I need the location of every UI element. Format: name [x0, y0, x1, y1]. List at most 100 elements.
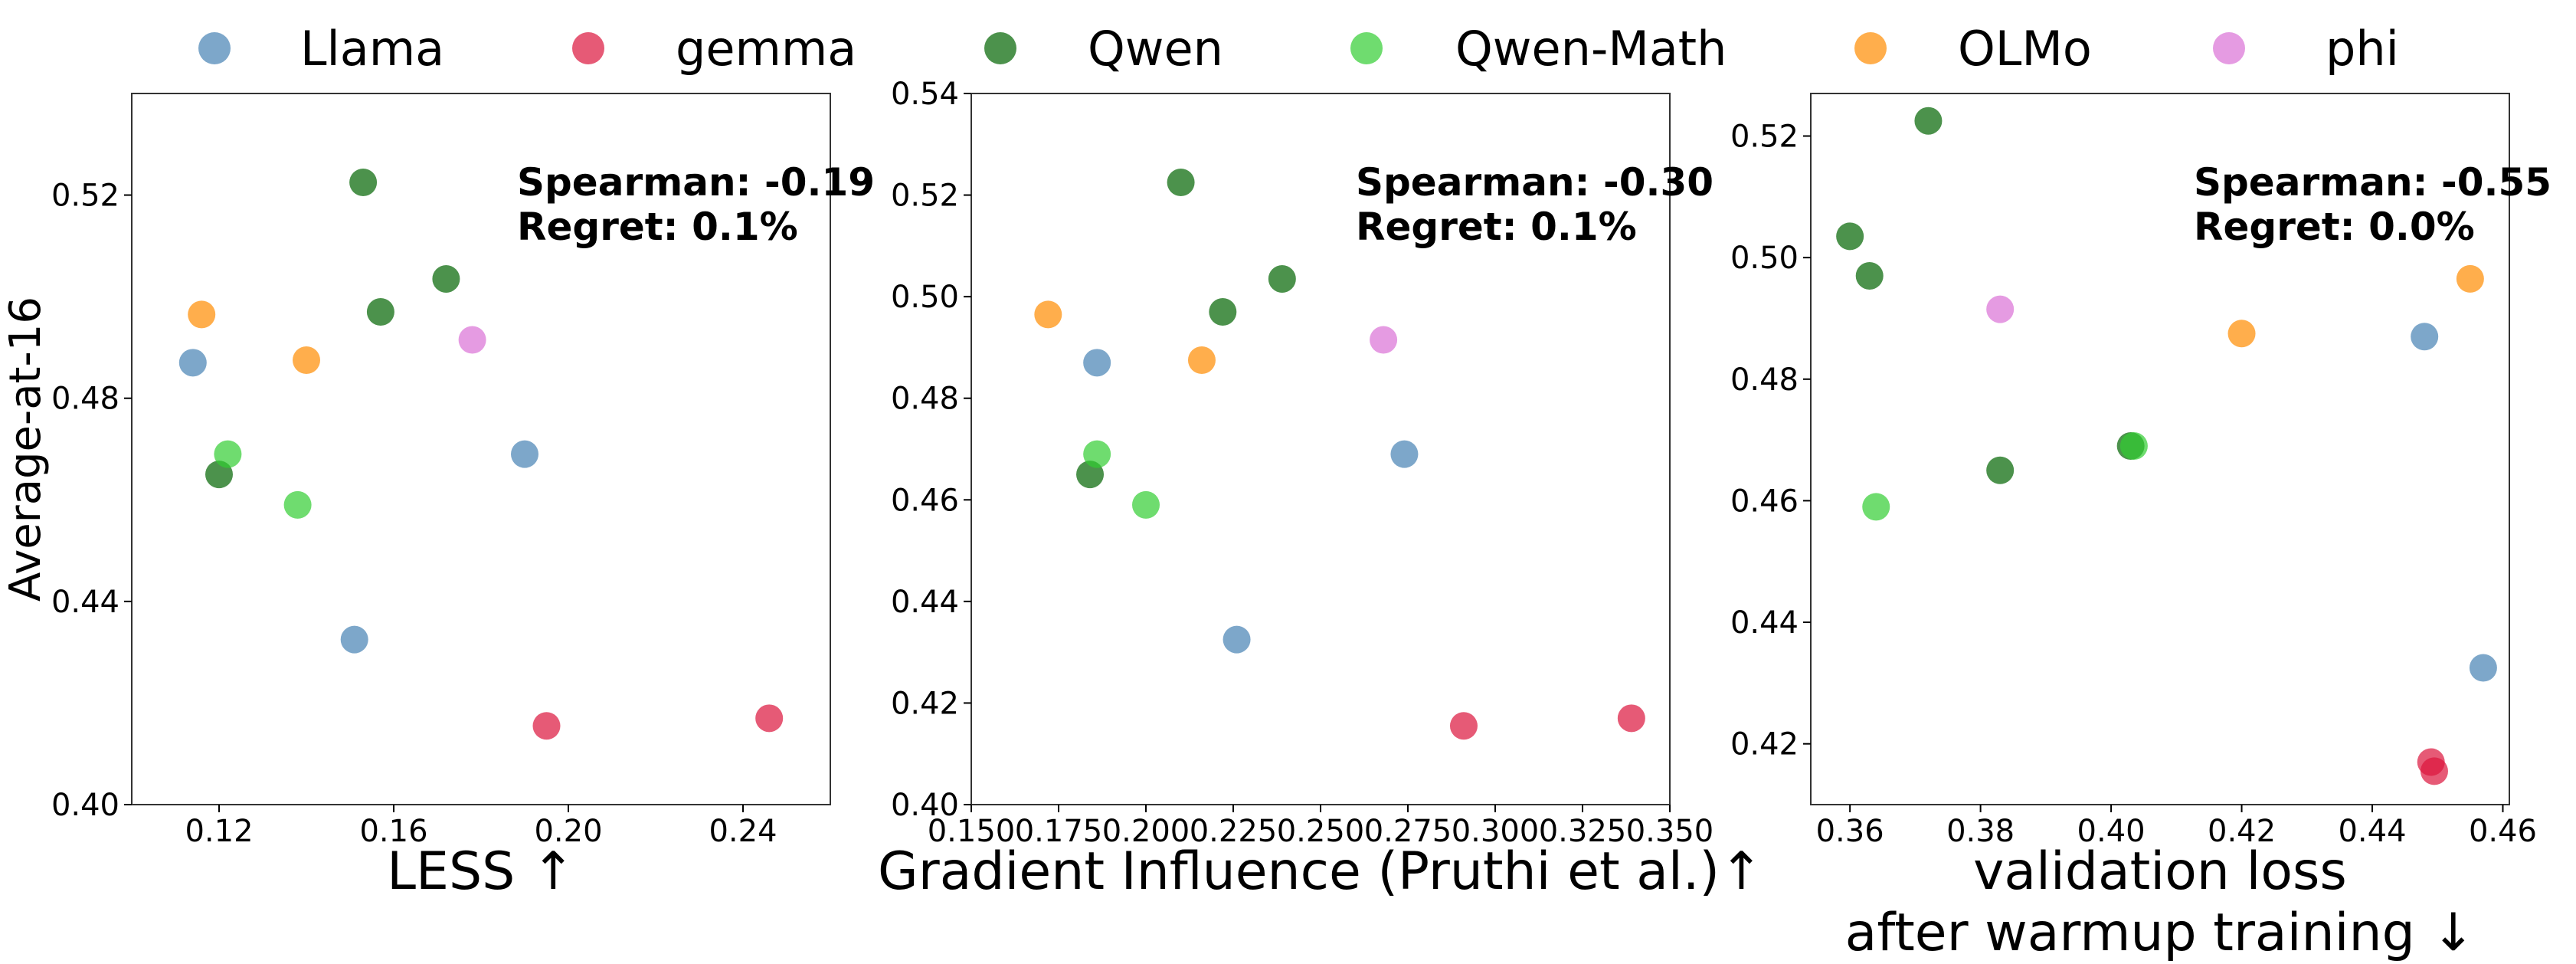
x-tick-label: 0.175: [1015, 814, 1103, 849]
series-qwen: [205, 169, 460, 489]
x-tick-label: 0.16: [359, 814, 427, 849]
series-llama: [1083, 349, 1419, 654]
data-point: [1855, 261, 1884, 290]
legend-item-qwen-math: Qwen-Math: [1350, 21, 1727, 77]
data-point: [2456, 264, 2484, 293]
series-qwen: [1076, 169, 1296, 489]
y-tick-label: 0.46: [1730, 484, 1799, 519]
data-point: [1083, 349, 1111, 377]
y-tick-label: 0.52: [891, 179, 959, 214]
legend-item-qwen: Qwen: [984, 21, 1223, 77]
data-point: [532, 712, 561, 740]
legend-marker: [572, 32, 604, 64]
x-tick-label: 0.350: [1626, 814, 1714, 849]
scatter-panel-1: 0.12 0.16 0.20 0.24 0.40 0.44 0.48 0.52 LESS ↑ Av…: [1, 93, 875, 902]
data-point: [2227, 320, 2256, 348]
x-tick-label: 0.275: [1364, 814, 1452, 849]
data-point: [1167, 169, 1195, 196]
data-point: [1986, 295, 2015, 323]
data-point: [1034, 300, 1062, 329]
legend-label: Qwen-Math: [1455, 21, 1727, 77]
x-tick-label: 0.200: [1102, 814, 1190, 849]
series-gemma: [1449, 704, 1645, 740]
y-tick-label: 0.48: [1730, 362, 1799, 398]
y-tick-label: 0.40: [891, 788, 959, 823]
data-point: [1914, 107, 1943, 135]
data-point: [366, 298, 394, 326]
y-tick-label: 0.52: [51, 179, 119, 214]
data-point: [283, 490, 312, 519]
legend: Llama gemma Qwen Qwen-Math OLMo phi: [198, 21, 2399, 77]
series-gemma: [532, 704, 784, 740]
legend-marker: [2213, 32, 2245, 64]
y-axis-label: Average-at-16: [1, 297, 51, 602]
y-tick-label: 0.42: [1730, 727, 1799, 762]
regret-annotation: Regret: 0.1%: [1356, 205, 1637, 249]
data-point: [2119, 432, 2148, 461]
series-llama: [178, 349, 538, 654]
series-qwen-math: [214, 440, 312, 519]
x-axis-label: validation loss after warmup training ↓: [1845, 841, 2476, 963]
x-tick-label: 0.38: [1946, 814, 2015, 849]
x-tick-label: 0.250: [1277, 814, 1365, 849]
data-point: [1268, 264, 1296, 293]
y-tick-label: 0.54: [891, 77, 959, 112]
legend-item-phi: phi: [2213, 21, 2399, 77]
data-point: [2420, 757, 2448, 785]
scatter-panels: 0.12 0.16 0.20 0.24 0.40 0.44 0.48 0.52 LESS ↑ Av…: [1, 77, 2551, 963]
x-axis-label: LESS ↑: [387, 841, 575, 902]
x-tick-label: 0.12: [185, 814, 253, 849]
series-phi: [1986, 295, 2015, 323]
legend-label: Llama: [300, 21, 444, 77]
data-point: [1223, 625, 1251, 654]
data-point: [1986, 456, 2015, 484]
y-tick-label: 0.44: [51, 585, 119, 620]
y-tick-label: 0.50: [891, 280, 959, 315]
data-point: [755, 704, 784, 733]
x-tick-label: 0.300: [1452, 814, 1540, 849]
legend-item-olmo: OLMo: [1854, 21, 2092, 77]
data-point: [340, 625, 368, 654]
regret-annotation: Regret: 0.0%: [2194, 205, 2475, 249]
legend-label: Qwen: [1088, 21, 1223, 77]
data-point: [1617, 704, 1645, 733]
data-point: [1862, 493, 1890, 521]
series-olmo: [1034, 300, 1216, 374]
data-point: [188, 300, 216, 329]
spearman-annotation: Spearman: -0.19: [517, 160, 875, 205]
x-axis-label: Gradient Influence (Pruthi et al.)↑: [878, 841, 1763, 902]
data-point: [1370, 326, 1398, 354]
plot-frame: [1810, 93, 2510, 805]
x-tick-label: 0.225: [1190, 814, 1278, 849]
data-point: [511, 440, 538, 468]
y-tick-label: 0.48: [891, 382, 959, 417]
x-tick-label: 0.36: [1816, 814, 1884, 849]
data-point: [432, 264, 460, 293]
y-tick-label: 0.48: [51, 382, 119, 417]
scatter-panel-3: 0.36 0.38 0.40 0.42 0.44 0.46 0.42 0.44 0.46 0.48…: [1730, 93, 2551, 963]
plot-frame: [131, 93, 831, 805]
spearman-annotation: Spearman: -0.55: [2194, 160, 2551, 205]
data-point: [214, 440, 242, 468]
legend-item-llama: Llama: [198, 21, 444, 77]
x-tick-label: 0.40: [2077, 814, 2146, 849]
series-phi: [1370, 326, 1398, 354]
series-olmo: [188, 300, 320, 374]
x-tick-label: 0.46: [2469, 814, 2537, 849]
data-point: [1836, 222, 1864, 251]
data-point: [1449, 712, 1478, 740]
data-point: [1132, 490, 1160, 519]
legend-item-gemma: gemma: [572, 21, 856, 77]
series-phi: [458, 326, 486, 354]
y-tick-label: 0.44: [1730, 605, 1799, 641]
data-point: [458, 326, 486, 354]
y-tick-label: 0.52: [1730, 120, 1799, 155]
y-tick-label: 0.42: [891, 686, 959, 721]
data-point: [1209, 298, 1237, 326]
x-tick-label: 0.325: [1539, 814, 1627, 849]
data-point: [2411, 323, 2439, 351]
y-tick-label: 0.46: [891, 483, 959, 518]
spearman-annotation: Spearman: -0.30: [1356, 160, 1714, 205]
x-tick-label: 0.24: [709, 814, 777, 849]
